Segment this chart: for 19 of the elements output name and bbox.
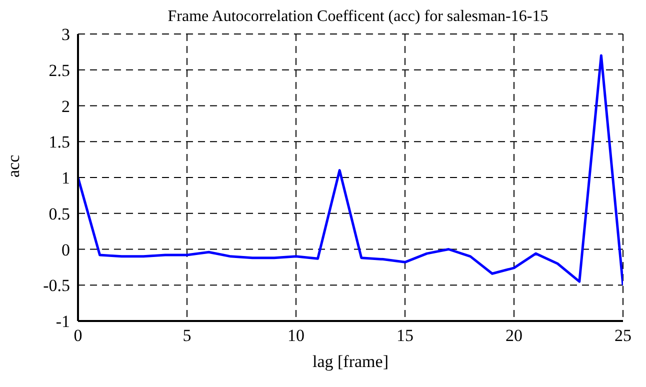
y-tick-label: -0.5 — [43, 276, 70, 296]
x-tick-label: 15 — [396, 326, 414, 346]
y-tick-label: -1 — [56, 312, 70, 332]
x-tick-label: 0 — [74, 326, 82, 346]
y-tick-label: 1 — [62, 168, 70, 188]
y-axis-title: acc — [4, 154, 24, 178]
y-tick-label: 0 — [62, 240, 70, 260]
x-tick-label: 25 — [614, 326, 632, 346]
y-tick-label: 2.5 — [48, 60, 70, 80]
chart-title: Frame Autocorrelation Coefficent (acc) for salesman-16-15 — [166, 8, 550, 25]
x-axis-title: lag [frame] — [312, 352, 388, 371]
y-tick-label: 0.5 — [48, 204, 70, 224]
x-tick-label: 5 — [182, 326, 192, 346]
y-tick-label: 2 — [62, 96, 70, 116]
x-tick-label: 20 — [506, 326, 522, 346]
y-tick-label: 3 — [62, 25, 70, 44]
line-series — [78, 54, 623, 286]
x-tick-label: 10 — [288, 326, 304, 346]
y-tick-label: 1.5 — [48, 132, 70, 152]
